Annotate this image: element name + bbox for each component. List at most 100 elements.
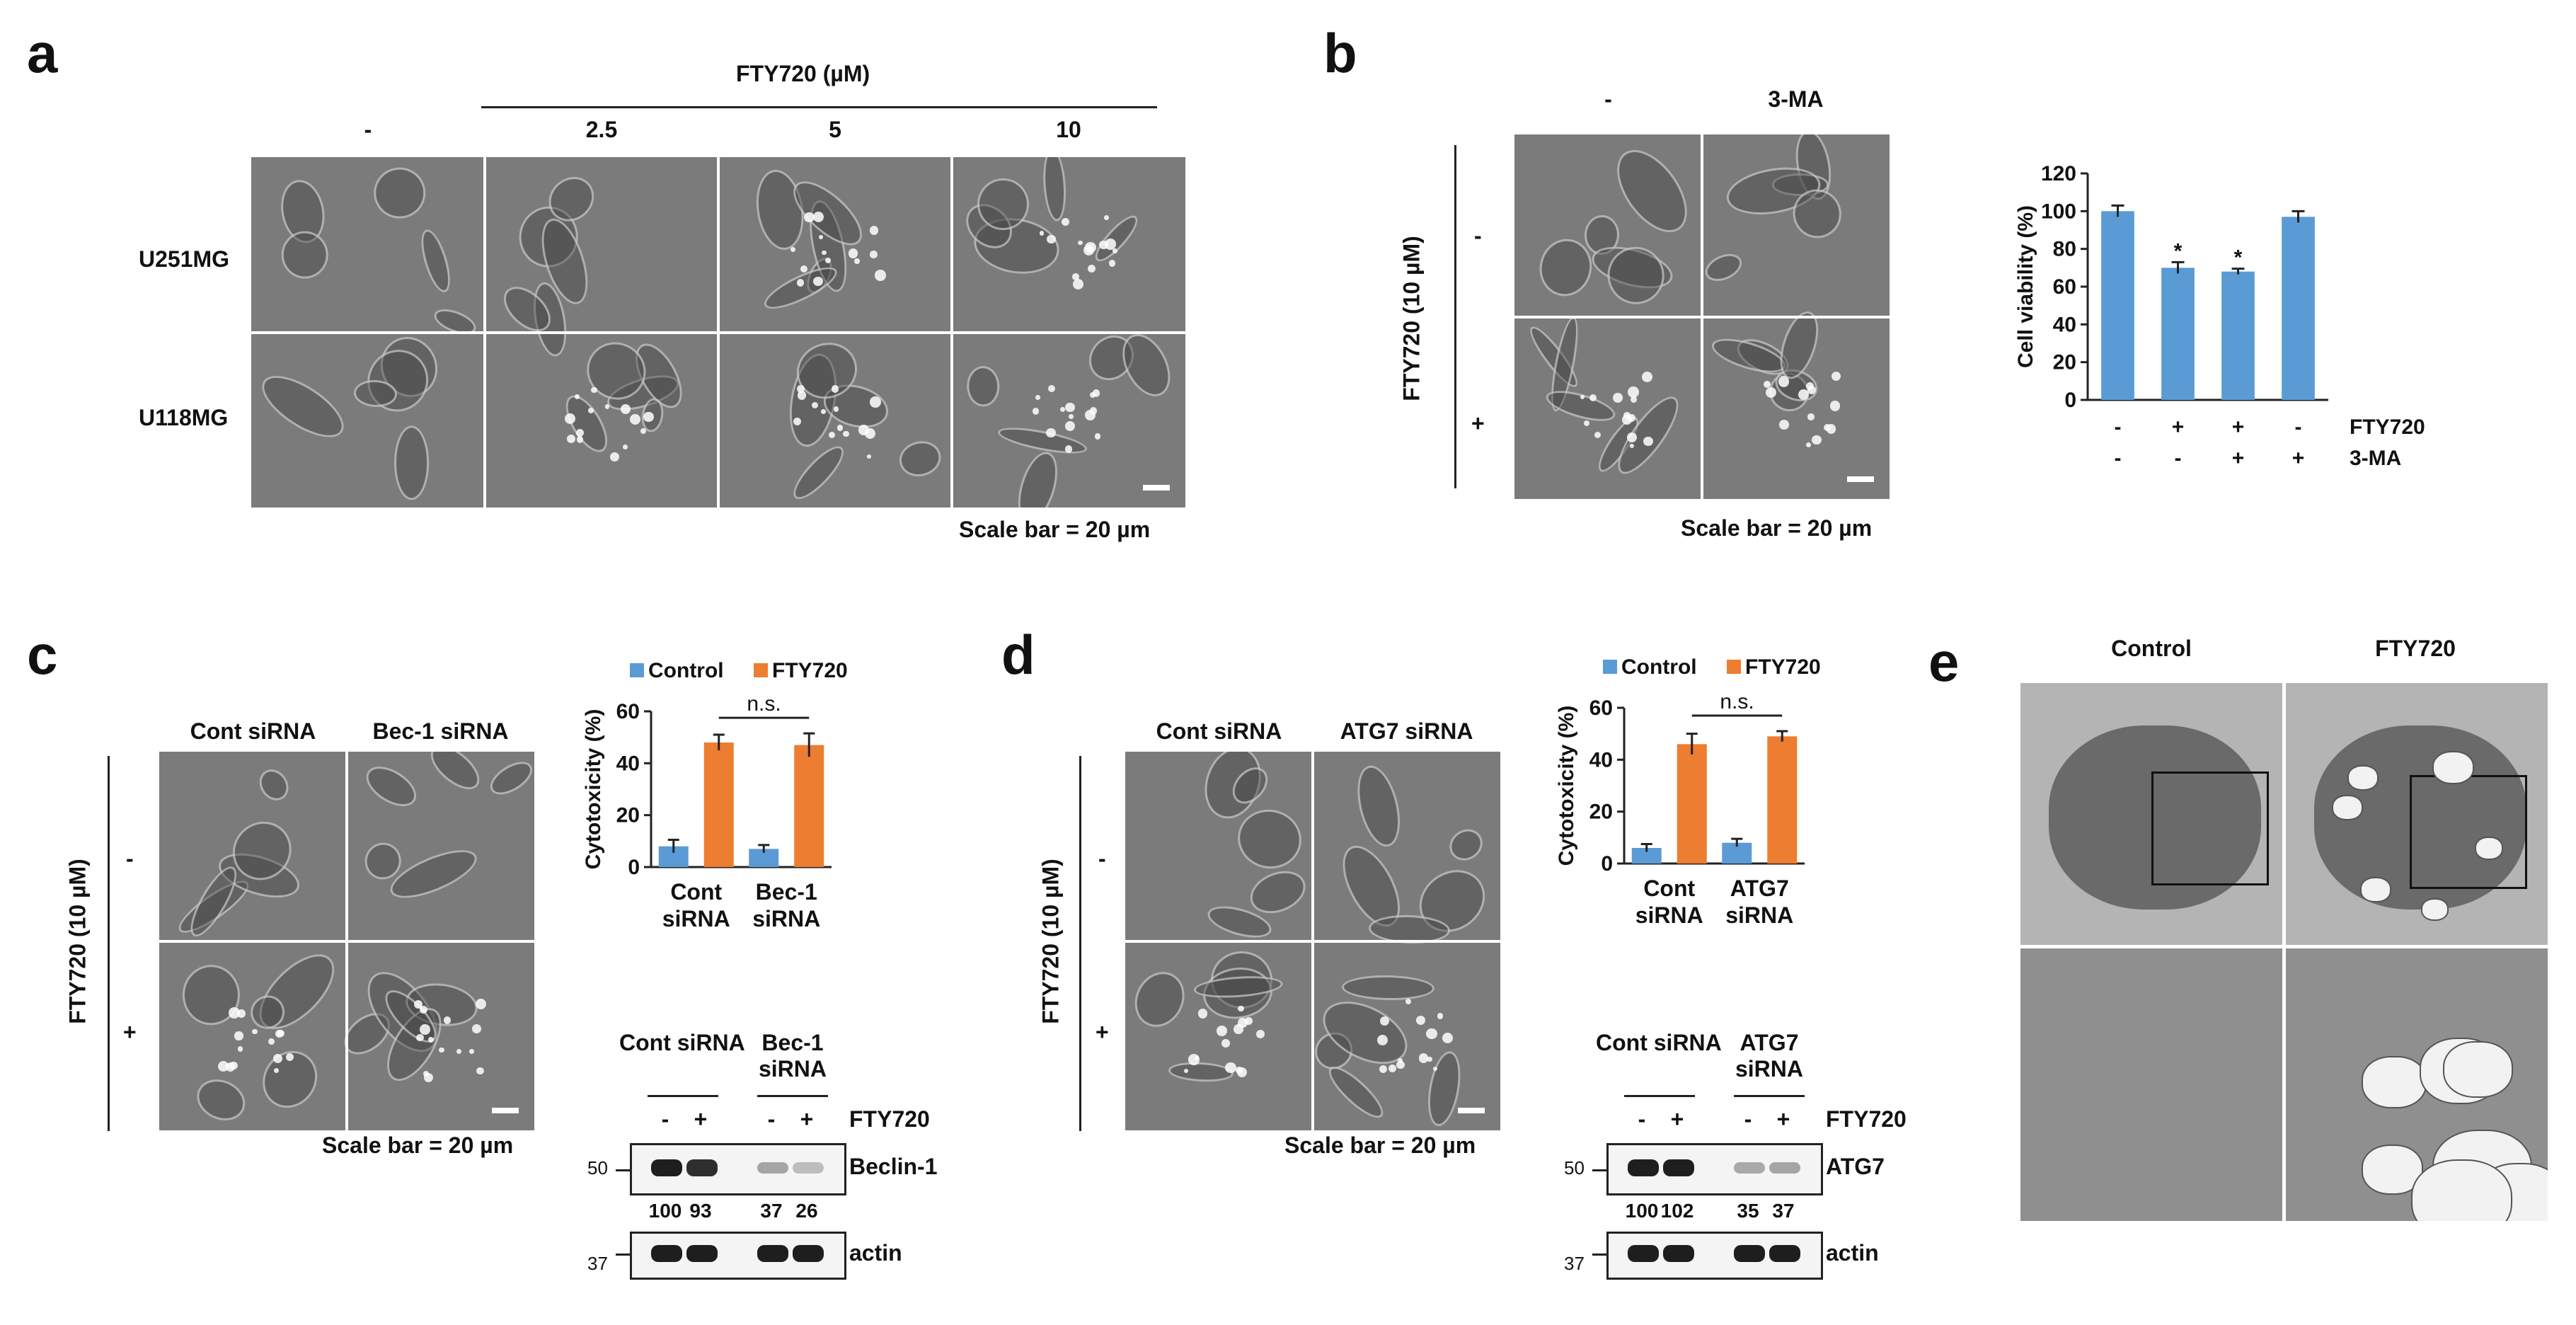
cell-shape [1772,173,1829,196]
panel-a-col-1: - [364,117,372,142]
vacuole-dot [790,247,795,253]
blot-quant-value: 100 [1625,1200,1659,1222]
panel-d-sign-plus: + [1096,1019,1109,1045]
vacuole-dot [831,385,839,393]
tem-vacuole [2443,1041,2514,1099]
blot-band [1734,1161,1765,1174]
cell-shape [1701,248,1746,287]
vacuole-dot [623,444,628,450]
vacuole-dot [1048,384,1056,392]
blot-mw-marker: 37 [1564,1253,1585,1274]
vacuole-dot [1376,1034,1388,1046]
blot-group-line [648,1095,718,1097]
vacuole-dot [1085,241,1096,253]
condition-sign: - [2295,415,2302,439]
vacuole-dot [416,1033,424,1042]
significance-mark: * [2174,239,2183,263]
panel-d-side-line [1079,756,1081,1131]
blot-group-line [757,1095,828,1097]
vacuole-dot [833,406,839,412]
vacuole-dot [1629,443,1635,449]
bar [2101,211,2134,400]
panel-a-col-2: 2.5 [585,117,618,142]
vacuole-dot [1183,1068,1188,1074]
vacuole-dot [1806,442,1811,448]
blot-group-line [1734,1095,1805,1097]
vacuole-dot [1061,218,1069,226]
blot-lane-sign: + [694,1106,708,1132]
vacuole-dot [821,409,826,414]
scale-bar [492,1108,519,1113]
cell-shape [280,229,330,280]
condition-sign: - [2115,415,2122,439]
panel-d-western-blot: Cont siRNA ATG7 siRNA - + - + FTY720 50 ATG7 100 1… [1564,1030,1960,1313]
cell-shape [1342,975,1435,1002]
vacuole-dot [591,386,597,394]
vacuole-dot [1807,385,1817,395]
cell-shape [1125,963,1194,1036]
bar [794,745,824,867]
blot-band [686,1245,718,1262]
panel-e-col-2: FTY720 [2375,636,2456,661]
vacuole-dot [1427,1056,1432,1062]
vacuole-dot [1068,414,1074,420]
bar [2282,217,2315,400]
panel-d-micrograph-grid [1125,752,1500,1130]
vacuole-dot [870,396,881,408]
vacuole-dot [804,212,815,223]
vacuole-dot [609,452,619,462]
blot-group-label: ATG7 siRNA [1735,1030,1803,1082]
vacuole-dot [1765,386,1776,398]
vacuole-dot [273,1053,283,1063]
vacuole-dot [229,1007,241,1019]
vacuole-dot [1221,1039,1231,1048]
vacuole-dot [1643,436,1653,447]
panel-c-col-1: Cont siRNA [190,718,316,744]
vacuole-dot [423,1072,433,1082]
vacuole-dot [1807,413,1815,420]
blot-band [1628,1159,1659,1176]
panel-b-col-1: - [1604,86,1612,112]
panel-b-sign-minus: - [1474,223,1482,248]
blot-target-frame [630,1143,846,1195]
vacuole-dot [796,279,805,287]
cell-shape [422,752,487,798]
cell-shape [1232,803,1307,875]
panel-a-col-4: 10 [1056,117,1081,142]
panel-e-tem-grid [2020,683,2548,1221]
vacuole-dot [1812,435,1822,445]
panel-c-sign-minus: - [126,846,134,871]
blot-band [757,1161,788,1174]
tem-vacuole [2411,1159,2513,1221]
vacuole-dot [252,1028,258,1035]
condition-sign: - [2175,447,2182,470]
vacuole-dot [1442,1033,1454,1044]
panel-a-row-2: U118MG [139,405,229,430]
condition-sign: + [2292,447,2305,470]
condition-sign: + [2172,415,2185,439]
tem-image [2286,948,2548,1221]
vacuole-dot [1197,1009,1208,1019]
vacuole-dot [439,1047,444,1053]
vacuole-dot [1627,432,1638,442]
y-tick-label: 80 [2053,238,2076,261]
vacuole-dot [793,417,802,425]
blot-band [793,1245,824,1262]
y-tick-label: 40 [616,752,640,775]
y-axis-label: Cytotoxicity (%) [1555,706,1578,866]
blot-quant-value: 100 [648,1200,682,1222]
vacuole-dot [1589,394,1597,401]
cell-shape [895,437,945,481]
panel-a-drug-header: FTY720 (µM) [736,61,870,86]
bar [2221,271,2255,400]
vacuole-dot [587,407,594,414]
blot-group-label: Cont siRNA [619,1030,745,1055]
cell-shape [393,425,429,500]
panel-a-row-1: U251MG [139,246,230,272]
y-tick-label: 100 [2041,200,2076,223]
cell-shape [384,839,483,907]
vacuole-dot [1087,265,1096,273]
cell-shape [1210,951,1273,1009]
cell-shape [967,365,1000,407]
blot-lane-sign: + [1776,1106,1790,1132]
